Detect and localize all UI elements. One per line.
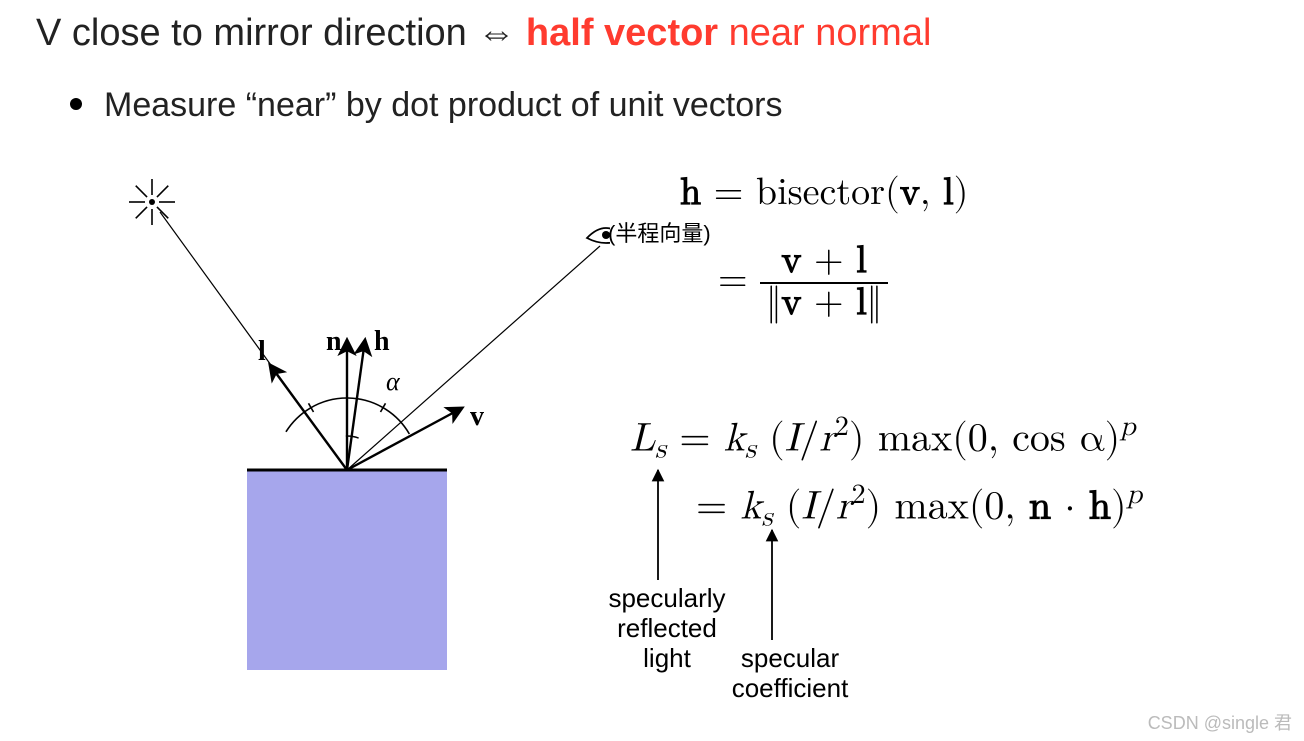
diagram-svg: l n h v α [70, 150, 610, 710]
den-l: l [856, 284, 867, 322]
frac-eq: = [718, 261, 760, 299]
fraction: v + l ‖v + l‖ [760, 242, 888, 324]
sc-2: coefficient [732, 673, 849, 703]
srl-1: specularly [608, 583, 725, 613]
sym-r2: r [836, 486, 852, 526]
sym-h: h [680, 174, 701, 212]
sym-r1: r [819, 418, 835, 458]
page-title: V close to mirror direction ⇔ half vecto… [36, 12, 931, 55]
max-post: ) [1111, 486, 1127, 526]
srl-3: light [643, 643, 691, 673]
bullet-dot-icon [70, 98, 82, 110]
sup-p2: p [1127, 481, 1143, 509]
bullet-line: Measure “near” by dot product of unit ve… [70, 86, 782, 125]
watermark: CSDN @single 君 [1148, 709, 1292, 735]
svg-text:n: n [326, 326, 342, 357]
bullet-text: Measure “near” by dot product of unit ve… [104, 86, 782, 124]
sym-I2: I [801, 486, 815, 526]
den-close: ‖ [867, 284, 882, 322]
sym-h2: h [1089, 486, 1111, 526]
paren-open1: ( [756, 418, 785, 458]
eq-h-fraction: = v + l ‖v + l‖ [718, 242, 888, 324]
equations-block: h = bisector(v, l) (半程向量) = v + l ‖v + l… [620, 170, 1300, 720]
sym-v: v [900, 174, 920, 212]
den-v: v [781, 284, 801, 322]
sym-k1: k [724, 418, 745, 458]
num-l: l [856, 242, 867, 280]
sub-ks1: s [745, 435, 756, 463]
vector-diagram: l n h v α [70, 150, 610, 710]
eq-bisector-text: = bisector( [701, 174, 900, 212]
num-v: v [781, 242, 801, 280]
close-paren: ) [954, 174, 969, 212]
paren-close1: ) [849, 418, 878, 458]
svg-text:h: h [374, 326, 390, 357]
sym-l: l [943, 174, 954, 212]
svg-text:α: α [386, 367, 401, 396]
eq-Ls-line2: = ks (I/r2) max(0, n · h)p [696, 478, 1142, 534]
eq-sign1: = [666, 418, 724, 458]
sub-s1: s [655, 435, 666, 463]
svg-text:v: v [470, 401, 484, 432]
sym-n: n [1029, 486, 1051, 526]
sub-ks2: s [762, 503, 773, 531]
slash2: / [816, 486, 836, 526]
sym-I1: I [785, 418, 799, 458]
title-half-vector: half vector [526, 12, 718, 54]
paren-open2: ( [773, 486, 802, 526]
max-cos: max(0, cos α) [878, 418, 1120, 458]
sym-L: L [630, 418, 655, 458]
paren-close2: ) [866, 486, 895, 526]
srl-2: reflected [617, 613, 717, 643]
annot-half-vector-cn: (半程向量) [608, 216, 711, 248]
sup-r1: 2 [835, 413, 849, 441]
eq-h-bisector: h = bisector(v, l) [680, 170, 968, 216]
sc-1: specular [741, 643, 839, 673]
den-plus: + [801, 284, 856, 322]
eq-Ls-line1: Ls = ks (I/r2) max(0, cos α)p [630, 410, 1136, 466]
sym-k2: k [740, 486, 761, 526]
eq-sign2: = [696, 486, 740, 526]
sup-r2: 2 [852, 481, 866, 509]
svg-text:l: l [258, 336, 266, 367]
title-post: near normal [718, 12, 931, 54]
slash1: / [799, 418, 819, 458]
den-open: ‖ [766, 284, 781, 322]
num-plus: + [801, 242, 856, 280]
dot-op: · [1051, 486, 1089, 526]
annot-specular-coefficient: specular coefficient [710, 644, 870, 704]
max-pre: max(0, [894, 486, 1028, 526]
comma: , [920, 174, 943, 212]
sup-p1: p [1120, 413, 1136, 441]
title-pre: V close to mirror direction ⇔ [36, 12, 526, 54]
